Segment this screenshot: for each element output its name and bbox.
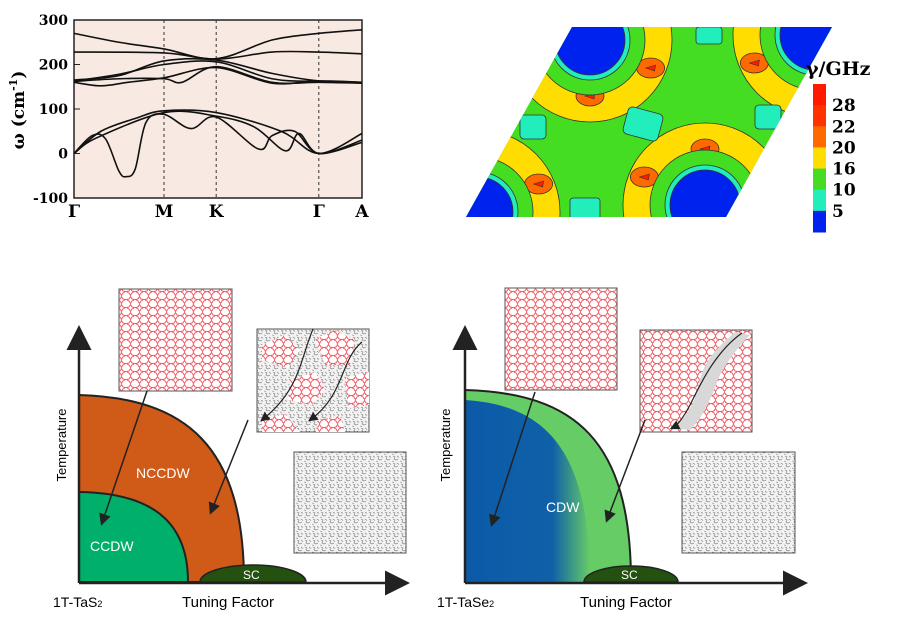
phonon-branch bbox=[73, 110, 363, 155]
label-sc: SC bbox=[243, 568, 260, 582]
y-axis-label: Temperature bbox=[54, 409, 69, 482]
x-tick-label: Γ bbox=[68, 202, 80, 222]
inset-normal-pattern bbox=[681, 451, 796, 554]
material-label: 1T-TaS2 bbox=[53, 594, 102, 610]
colorbar-label: 20 bbox=[832, 138, 856, 158]
colorbar-segment bbox=[813, 84, 826, 106]
y-tick-label: 100 bbox=[39, 102, 68, 118]
inset-cdw-pattern bbox=[504, 287, 618, 391]
region-cdw-inner bbox=[465, 400, 590, 582]
x-tick-label: Γ bbox=[313, 202, 325, 222]
phonon-dispersion-plot: 300 200 100 0 -100 Γ M K Γ A ω (cm-1) bbox=[7, 13, 369, 222]
colorbar-label: 10 bbox=[832, 181, 856, 201]
material-label: 1T-TaSe2 bbox=[437, 594, 494, 610]
x-axis-label: Tuning Factor bbox=[182, 594, 274, 611]
colorbar-label: 5 bbox=[832, 202, 844, 222]
colorbar-segment bbox=[813, 126, 826, 148]
cyan-patches bbox=[519, 27, 782, 217]
colorbar-label: 16 bbox=[832, 160, 856, 180]
inset-domain-pattern bbox=[639, 329, 753, 433]
y-tick-label: 300 bbox=[39, 13, 68, 29]
phonon-branch bbox=[73, 113, 363, 178]
colorbar-segment bbox=[813, 210, 826, 233]
phonon-branch bbox=[73, 65, 363, 85]
label-sc: SC bbox=[621, 568, 638, 582]
y-axis-label: ω (cm-1) bbox=[7, 71, 29, 150]
x-axis-label: Tuning Factor bbox=[580, 594, 672, 611]
y-tick-label: -100 bbox=[33, 191, 68, 207]
label-nccdw: NCCDW bbox=[136, 465, 190, 481]
x-tick-label: K bbox=[209, 202, 225, 222]
inset-mixed-pattern bbox=[256, 328, 370, 433]
label-ccdw: CCDW bbox=[90, 538, 134, 554]
phase-diagram-tas2: NCCDW CCDW SC Temperature 1T-TaS2 Tuning… bbox=[53, 288, 410, 611]
colorbar-label: 28 bbox=[832, 96, 856, 116]
colorbar-segment bbox=[813, 147, 826, 170]
inset-normal-pattern bbox=[293, 451, 407, 554]
label-cdw: CDW bbox=[546, 499, 580, 515]
inset-nccdw-pattern bbox=[118, 288, 233, 392]
arrow bbox=[604, 419, 646, 523]
y-axis-label: Temperature bbox=[438, 409, 453, 482]
y-tick-label: 200 bbox=[39, 58, 68, 74]
phonon-branch bbox=[73, 66, 363, 87]
phonon-branch bbox=[73, 50, 363, 60]
phase-diagram-tase2: CDW SC Temperature 1T-TaSe2 Tuning Facto… bbox=[437, 287, 808, 611]
colorbar-segment bbox=[813, 189, 826, 212]
colorbar-segment bbox=[813, 168, 826, 191]
hotspot-ring bbox=[466, 129, 561, 217]
region-sc bbox=[583, 565, 679, 583]
colorbar-title: γ/GHz bbox=[806, 58, 871, 80]
hotspot-ring bbox=[507, 27, 673, 123]
hotspot-ring bbox=[622, 122, 788, 217]
y-tick-label: 0 bbox=[58, 147, 68, 163]
x-tick-label: M bbox=[155, 202, 174, 222]
region-sc bbox=[199, 564, 307, 583]
plot-area bbox=[73, 19, 363, 199]
arrow bbox=[489, 391, 536, 527]
colorbar-label: 22 bbox=[832, 117, 856, 137]
arrow bbox=[208, 419, 249, 515]
colorbar-segment bbox=[813, 105, 826, 127]
x-tick-label: A bbox=[354, 202, 369, 222]
arrow bbox=[99, 390, 148, 526]
